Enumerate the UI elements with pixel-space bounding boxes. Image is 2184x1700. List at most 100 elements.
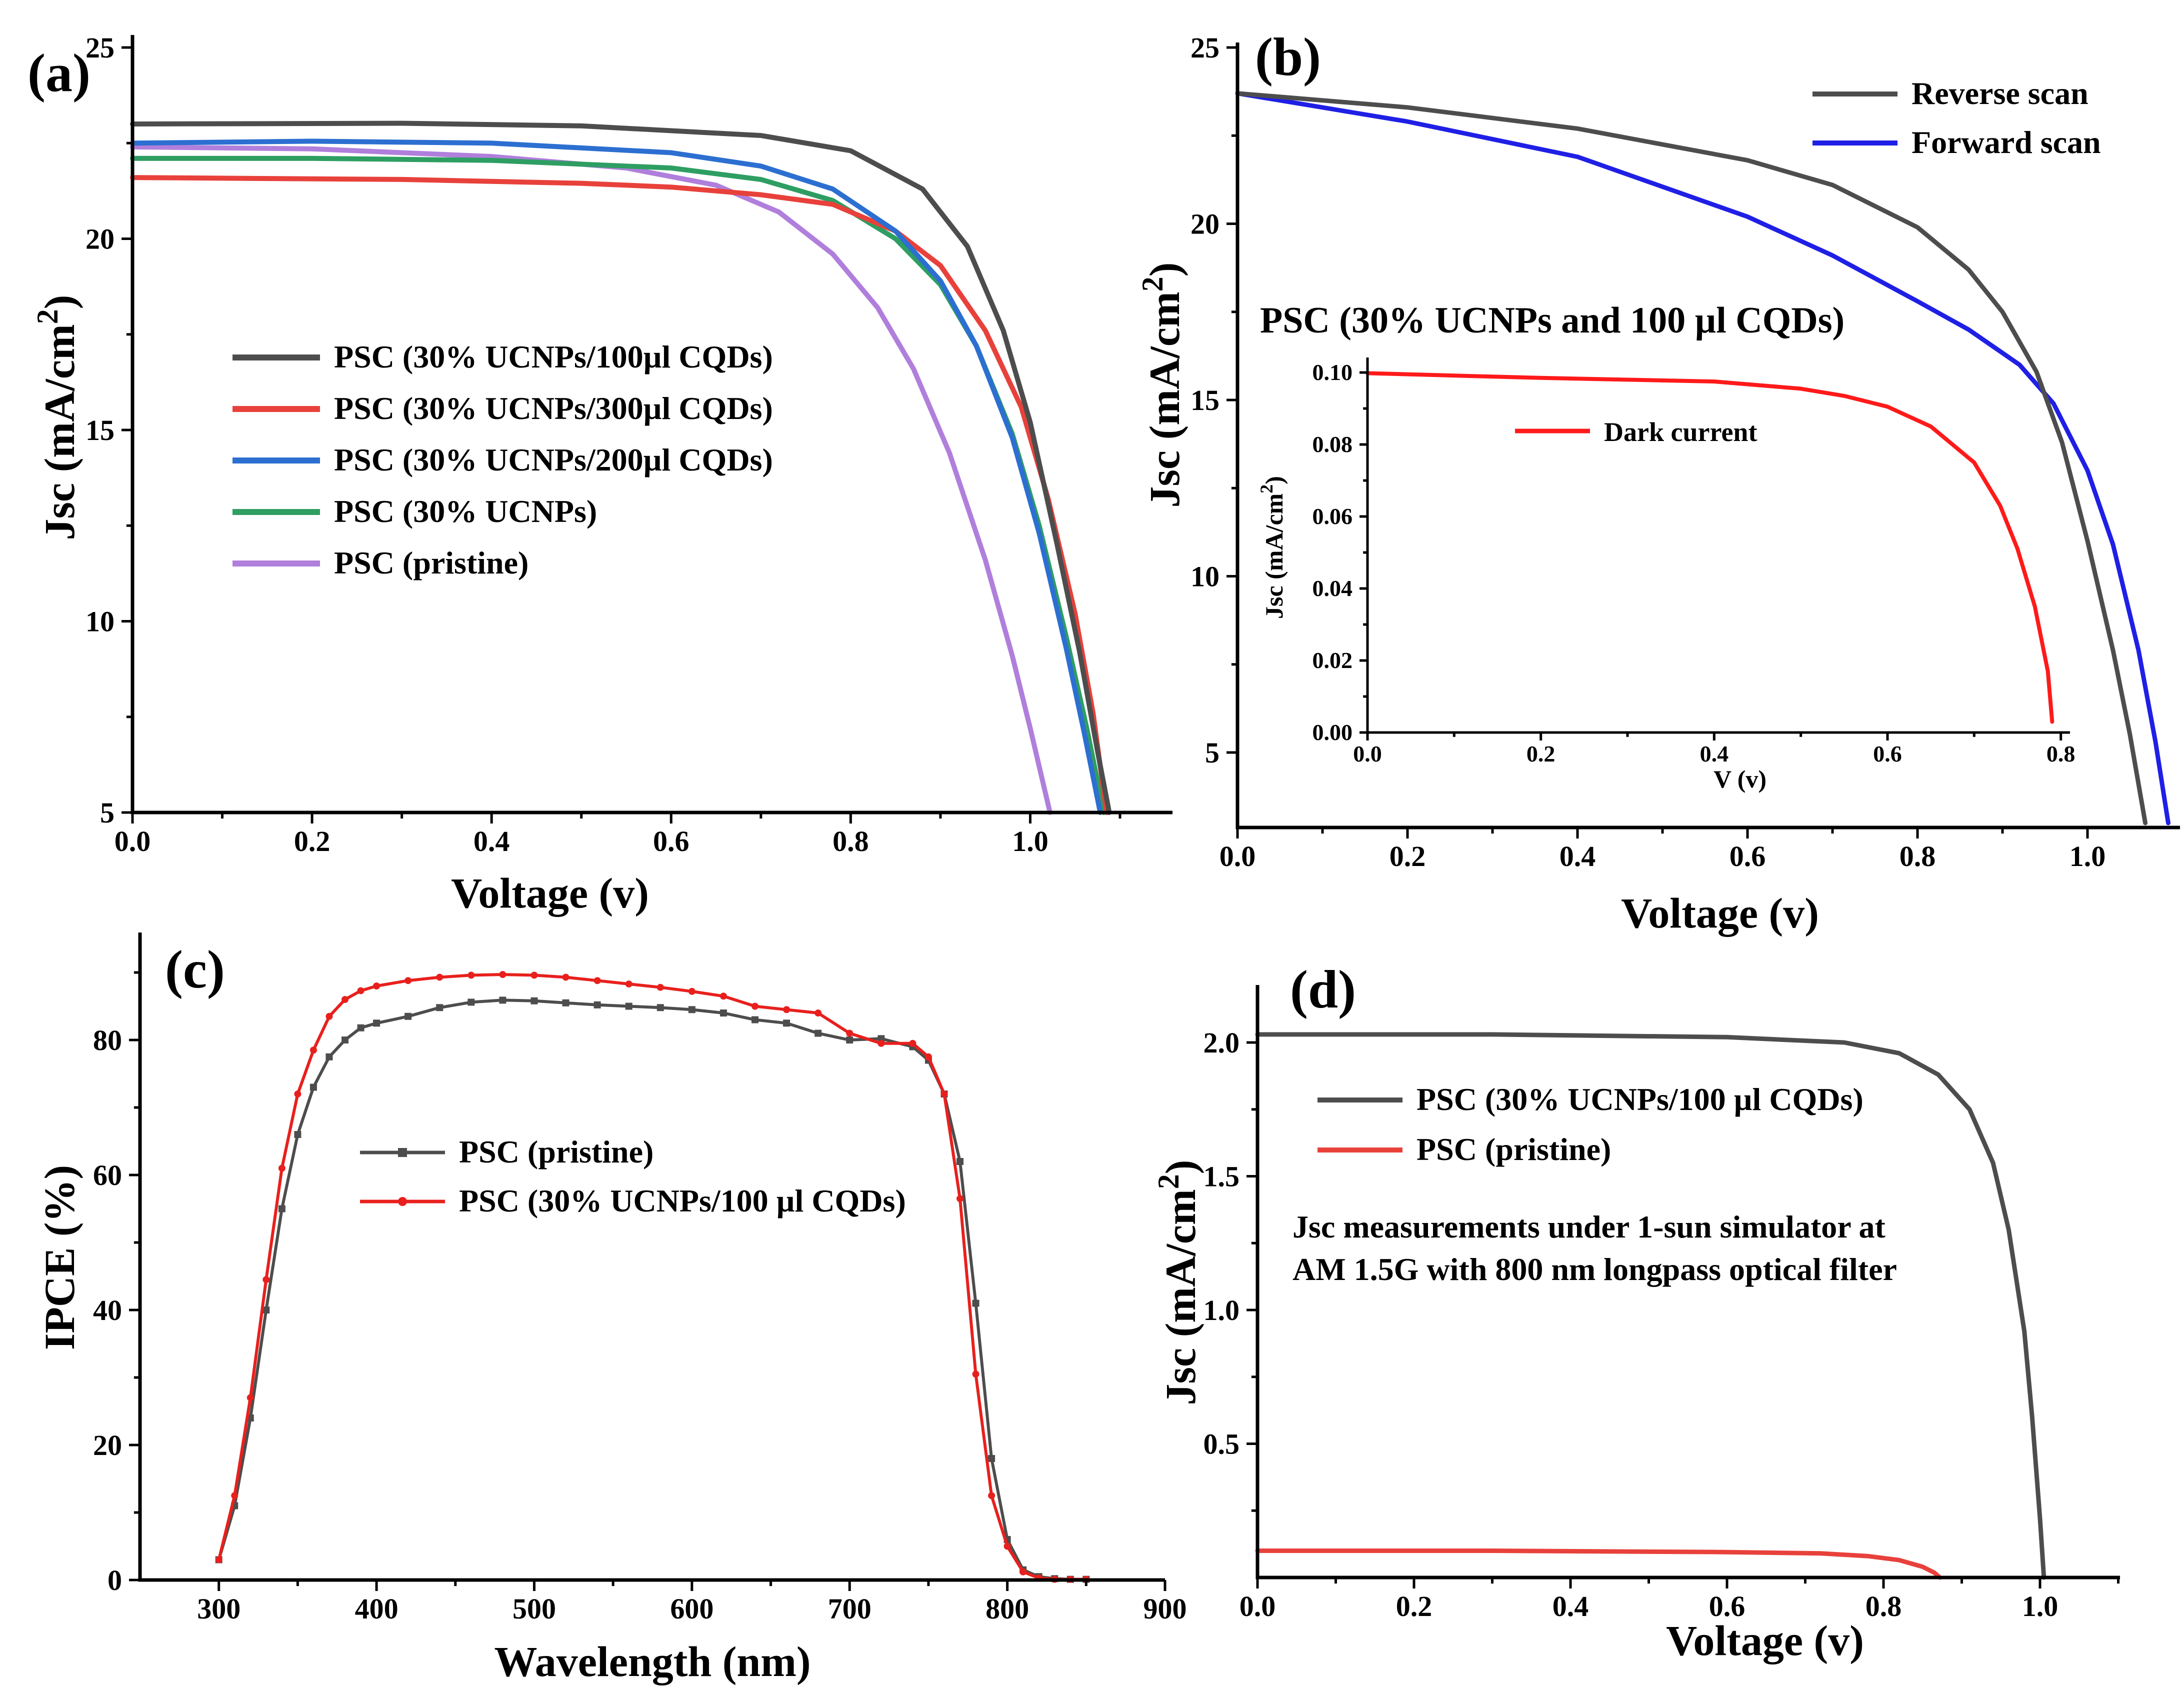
y-tick-label: 25 (1190, 32, 1220, 64)
series-line-0 (130, 120, 1112, 815)
x-tick-label: 500 (512, 1592, 556, 1625)
legend-label: PSC (pristine) (1416, 1132, 1611, 1167)
data-point (294, 1131, 302, 1138)
panel-d-x-axis-title: Voltage (v) (1666, 1616, 1864, 1664)
inset-x-axis-title: V (v) (1714, 765, 1766, 793)
data-point (720, 992, 727, 1000)
panel-b-plot-area (1235, 91, 2170, 826)
panel-label-d: (d) (1290, 960, 1356, 1020)
y-tick-label: 2.0 (1204, 1026, 1240, 1059)
data-point (342, 1036, 348, 1044)
x-tick-label: 900 (1144, 1592, 1187, 1625)
data-point (294, 1090, 302, 1098)
x-tick-label: 0.2 (1526, 741, 1556, 766)
data-point (357, 1024, 364, 1032)
x-tick-label: 1.0 (2070, 840, 2106, 872)
data-point (656, 1004, 664, 1012)
x-tick-label: 0.8 (832, 825, 869, 858)
panel-d-note-line-2: AM 1.5G with 800 nm longpass optical fil… (1292, 1252, 1897, 1287)
data-point (357, 987, 364, 994)
y-tick-label: 20 (86, 223, 114, 256)
data-point (972, 1300, 980, 1307)
inset-y-axis-title: Jsc (mA/cm2) (1256, 476, 1288, 619)
legend-label: PSC (30% UCNPs/300µl CQDs) (334, 390, 773, 426)
data-point (310, 1046, 317, 1054)
y-tick-label: 1.0 (1204, 1294, 1240, 1326)
data-point (846, 1030, 854, 1037)
data-point (956, 1158, 964, 1165)
data-point (436, 974, 444, 981)
panel-d-y-axis-title: Jsc (mA/cm2) (1152, 1160, 1204, 1406)
panel-a-y-axis-title: Jsc (mA/cm2) (31, 295, 84, 540)
panel-b-x-axis-title: Voltage (v) (1621, 889, 1819, 937)
x-tick-label: 0.6 (1873, 741, 1902, 766)
panel-d-plot-area (1255, 1032, 2046, 1580)
data-point (468, 972, 475, 979)
legend-label: PSC (pristine) (459, 1134, 654, 1170)
y-tick-label: 0.5 (1204, 1428, 1240, 1460)
x-tick-label: 0.6 (1730, 840, 1766, 872)
data-point (594, 1001, 601, 1008)
data-point (310, 1084, 317, 1091)
y-tick-label: 1.5 (1204, 1160, 1240, 1193)
x-tick-label: 1.0 (2022, 1590, 2058, 1622)
y-tick-label: 25 (86, 32, 114, 64)
data-point (1004, 1542, 1011, 1550)
inset-legend: Dark current (1515, 417, 1757, 447)
x-tick-label: 0.2 (294, 825, 330, 858)
panel-a-plot-area (130, 120, 1112, 815)
inset-title: PSC (30% UCNPs and 100 µl CQDs) (1260, 300, 1844, 341)
y-tick-label: 15 (1190, 384, 1220, 416)
x-tick-label: 0.0 (1220, 840, 1256, 872)
y-tick-label: 0.00 (1312, 720, 1353, 745)
panel-c-plot-area (215, 971, 1090, 1583)
x-tick-label: 0.0 (1353, 741, 1382, 766)
y-tick-label: 0.02 (1312, 648, 1353, 673)
x-tick-label: 0.4 (1700, 741, 1729, 766)
panel-d-note-line-1: Jsc measurements under 1-sun simulator a… (1292, 1209, 1886, 1244)
data-point (594, 977, 601, 984)
data-point (278, 1164, 286, 1172)
panel-c: (c) 300 400 500 600 700 800 900 0 20 40 60 80 Wavel… (36, 932, 1187, 1686)
x-tick-label: 0.4 (1560, 840, 1596, 872)
panel-c-ticks: 300 400 500 600 700 800 900 0 20 40 60 80 (93, 971, 1187, 1625)
x-tick-label: 300 (197, 1592, 240, 1625)
data-point (215, 1556, 222, 1564)
x-tick-label: 600 (670, 1592, 714, 1625)
y-tick-label: 5 (1205, 736, 1220, 769)
panel-label-a: (a) (28, 44, 90, 103)
data-point (262, 1276, 270, 1284)
legend-label: PSC (30% UCNPs) (334, 494, 597, 529)
y-tick-label: 60 (93, 1159, 122, 1192)
data-point (342, 996, 348, 1003)
y-tick-label: 10 (86, 606, 114, 638)
y-tick-label: 40 (93, 1294, 122, 1326)
y-tick-label: 0.04 (1312, 576, 1353, 601)
x-tick-label: 0.2 (1396, 1590, 1432, 1622)
data-point (499, 996, 506, 1004)
data-point (924, 1053, 932, 1060)
data-point (404, 1012, 412, 1020)
data-point (909, 1040, 916, 1047)
data-point (783, 1020, 790, 1027)
data-point (752, 1016, 758, 1024)
y-tick-label: 5 (100, 796, 114, 829)
data-point (988, 1492, 996, 1500)
series-line-1 (130, 175, 1110, 815)
data-point (530, 997, 538, 1004)
x-tick-label: 1.0 (1012, 825, 1048, 858)
data-point (940, 1090, 948, 1098)
y-tick-label: 20 (1190, 208, 1220, 240)
legend-label: PSC (30% UCNPs/100 µl CQDs) (1416, 1082, 1864, 1117)
panel-d-legend: PSC (30% UCNPs/100 µl CQDs) PSC (pristine… (1318, 1082, 1864, 1167)
panel-b-y-axis-title: Jsc (mA/cm2) (1136, 262, 1188, 508)
panel-a-ticks: 0.0 0.2 0.4 0.6 0.8 1.0 5 10 15 20 25 (86, 32, 1122, 858)
y-tick-label: 0.06 (1312, 504, 1353, 529)
x-tick-label: 0.8 (1900, 840, 1936, 872)
data-point (1020, 1568, 1027, 1576)
series-line-2 (130, 138, 1103, 815)
series-line-0 (1255, 1032, 2046, 1580)
data-point (625, 980, 632, 988)
data-point (499, 971, 506, 978)
